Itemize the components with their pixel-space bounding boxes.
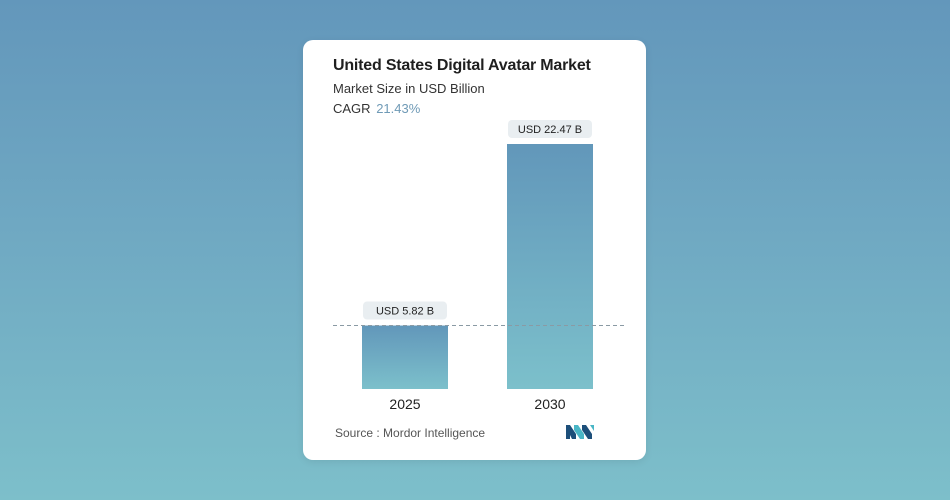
x-tick-label-2030: 2030 — [534, 396, 565, 412]
data-label-bg-2025 — [363, 301, 447, 320]
chart-card: United States Digital Avatar Market Mark… — [303, 40, 646, 460]
cagr-label: CAGR — [333, 101, 371, 116]
data-label-bg-2030 — [508, 120, 592, 138]
bar-2025 — [362, 325, 448, 389]
bar-2030 — [507, 144, 593, 389]
data-label-2030: USD 22.47 B — [518, 124, 582, 136]
source-text: Source : Mordor Intelligence — [335, 426, 486, 440]
cagr-value: 21.43% — [376, 101, 421, 116]
x-tick-label-2025: 2025 — [389, 396, 420, 412]
chart-title: United States Digital Avatar Market — [333, 57, 591, 74]
cagr-line: CAGR 21.43% — [333, 101, 420, 116]
data-label-2025: USD 5.82 B — [376, 306, 434, 318]
chart-subtitle: Market Size in USD Billion — [333, 81, 485, 96]
mordor-intelligence-logo-icon — [566, 425, 594, 439]
bar-chart: USD 5.82 B 2025 USD 22.47 B 2030 — [333, 120, 625, 412]
